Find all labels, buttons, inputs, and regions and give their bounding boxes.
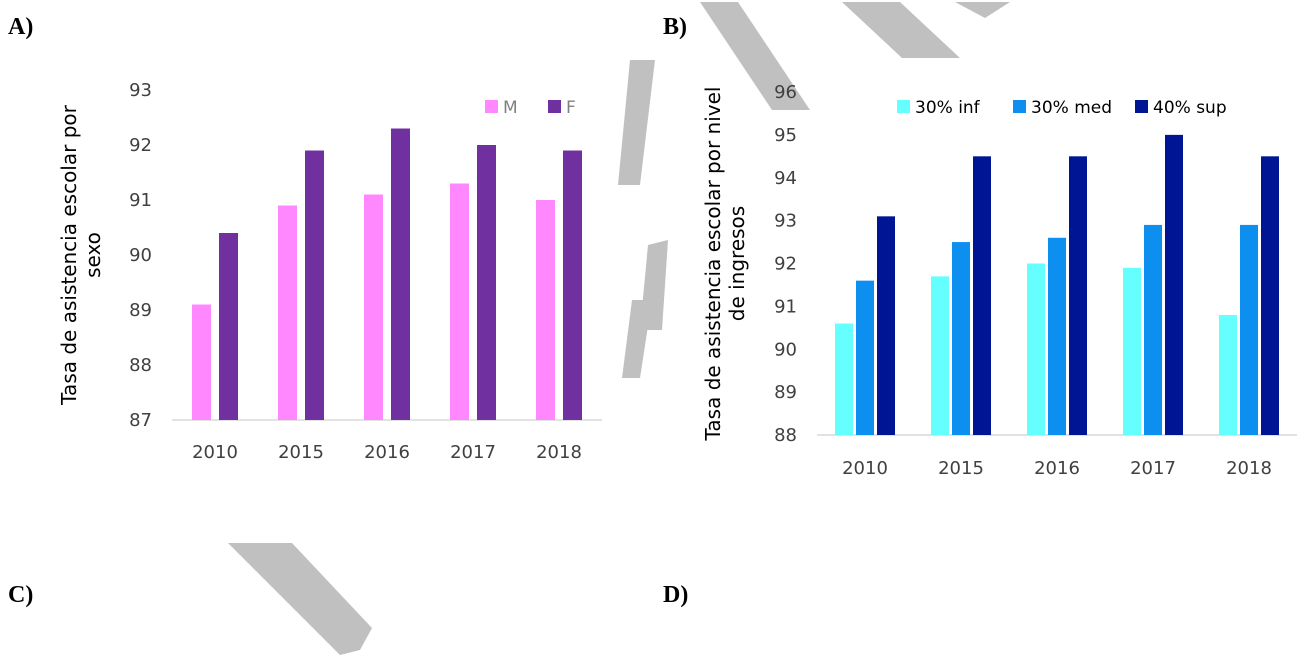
chart-b-legend-swatch xyxy=(897,100,910,113)
panel-label-d: D) xyxy=(663,582,689,608)
chart-a-x-tick-label: 2010 xyxy=(192,442,238,463)
chart-a-y-axis-label: sexo xyxy=(81,232,105,278)
chart-b-bar-40-sup-2015 xyxy=(973,156,991,435)
chart-a-bar-m-2016 xyxy=(364,194,383,420)
chart-a-legend-label: M xyxy=(503,98,518,118)
chart-a-legend-label: F xyxy=(566,98,576,118)
chart-b-legend-label: 30% inf xyxy=(915,98,981,118)
panel-label-c: C) xyxy=(8,582,34,608)
chart-b-bar-40-sup-2018 xyxy=(1261,156,1279,435)
chart-a-bar-f-2016 xyxy=(391,128,410,420)
chart-b-bar-40-sup-2016 xyxy=(1069,156,1087,435)
chart-a-bar-m-2010 xyxy=(192,304,211,420)
chart-a-bar-m-2017 xyxy=(450,183,469,420)
chart-b-x-tick-label: 2010 xyxy=(842,458,888,479)
chart-b-y-axis-label: Tasa de asistencia escolar por nivel xyxy=(701,87,725,442)
chart-a-bar-f-2010 xyxy=(219,233,238,420)
chart-b-x-tick-label: 2017 xyxy=(1130,458,1176,479)
chart-b-y-tick-label: 90 xyxy=(774,339,797,360)
chart-a-x-tick-label: 2016 xyxy=(364,442,410,463)
chart-b-x-tick-label: 2018 xyxy=(1226,458,1272,479)
chart-a-y-axis-label: Tasa de asistencia escolar por xyxy=(57,104,81,405)
chart-a-bar-m-2015 xyxy=(278,205,297,420)
chart-b-bar-30-inf-2017 xyxy=(1123,267,1141,435)
chart-b-legend-swatch xyxy=(1013,100,1026,113)
chart-b-x-tick-label: 2016 xyxy=(1034,458,1080,479)
chart-a-bar-f-2017 xyxy=(477,145,496,420)
chart-b-bar-30-inf-2016 xyxy=(1027,263,1045,435)
chart-b-y-tick-label: 95 xyxy=(774,125,797,146)
chart-a-y-tick-label: 87 xyxy=(129,410,152,431)
chart-b: 88 89 90 91 92 93 94 95 96 2010 2015 2016 2017 2018 Ta… xyxy=(701,82,1297,479)
chart-a-x-tick-label: 2017 xyxy=(450,442,496,463)
chart-b-x-tick-label: 2015 xyxy=(938,458,984,479)
chart-b-y-tick-label: 91 xyxy=(774,296,797,317)
panel-label-b: B) xyxy=(663,14,687,40)
chart-a-x-tick-label: 2015 xyxy=(278,442,324,463)
watermark xyxy=(228,2,1010,655)
panel-label-a: A) xyxy=(8,14,34,40)
chart-a-x-tick-label: 2018 xyxy=(536,442,582,463)
chart-a-y-tick-label: 92 xyxy=(129,135,152,156)
chart-b-legend-label: 40% sup xyxy=(1153,98,1227,118)
chart-a-y-tick-label: 88 xyxy=(129,355,152,376)
chart-b-y-tick-label: 96 xyxy=(774,82,797,103)
chart-a-legend-swatch xyxy=(548,100,561,113)
chart-b-bar-30-inf-2015 xyxy=(931,276,949,435)
chart-a-y-tick-label: 93 xyxy=(129,80,152,101)
chart-a-bar-f-2015 xyxy=(305,150,324,420)
chart-b-bar-30-inf-2018 xyxy=(1219,314,1237,435)
chart-b-bar-30-med-2015 xyxy=(952,242,970,435)
chart-b-y-tick-label: 89 xyxy=(774,382,797,403)
chart-b-bar-30-med-2010 xyxy=(856,280,874,435)
chart-b-bar-40-sup-2010 xyxy=(877,216,895,435)
chart-b-bar-30-med-2018 xyxy=(1240,224,1258,435)
chart-b-legend-swatch xyxy=(1135,100,1148,113)
chart-a: 87 88 89 90 91 92 93 2010 2015 2016 2017 2018 Tasa d… xyxy=(57,80,602,463)
chart-b-legend-label: 30% med xyxy=(1031,98,1112,118)
chart-a-bar-m-2018 xyxy=(536,200,555,420)
chart-b-bar-30-med-2017 xyxy=(1144,224,1162,435)
chart-b-y-tick-label: 88 xyxy=(774,425,797,446)
chart-b-bar-40-sup-2017 xyxy=(1165,134,1183,435)
chart-a-y-tick-label: 90 xyxy=(129,245,152,266)
chart-a-y-tick-label: 91 xyxy=(129,190,152,211)
chart-b-y-tick-label: 93 xyxy=(774,211,797,232)
chart-b-y-axis-label: de ingresos xyxy=(725,206,749,321)
chart-b-bar-30-med-2016 xyxy=(1048,237,1066,435)
chart-a-legend-swatch xyxy=(485,100,498,113)
chart-b-y-tick-label: 94 xyxy=(774,168,797,189)
chart-b-y-tick-label: 92 xyxy=(774,254,797,275)
chart-a-y-tick-label: 89 xyxy=(129,300,152,321)
chart-b-bar-30-inf-2010 xyxy=(835,323,853,435)
chart-a-bar-f-2018 xyxy=(563,150,582,420)
